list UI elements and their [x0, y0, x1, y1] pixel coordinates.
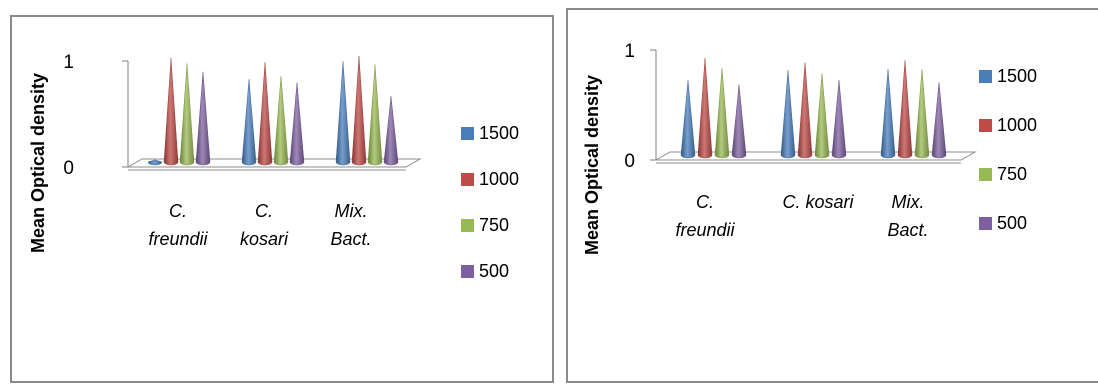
y-tick-label: 1: [624, 41, 635, 62]
x-category-label: Mix.: [892, 192, 925, 212]
bar-750-cat1: [714, 68, 730, 159]
x-category-label: freundii: [675, 220, 735, 240]
bar-750-cat3: [367, 64, 383, 166]
x-category-label: Mix.: [335, 201, 368, 221]
bar-1500-cat1: [147, 159, 163, 166]
bar-500-cat3: [383, 96, 399, 166]
legend-label-750: 750: [997, 164, 1027, 184]
legend-label-750: 750: [479, 215, 509, 235]
legend-label-1000: 1000: [997, 115, 1037, 135]
y-axis-label: Mean Optical density: [28, 73, 48, 253]
legend-swatch-750: [979, 168, 992, 181]
x-category-label: freundii: [148, 229, 208, 249]
x-category-label: Bact.: [330, 229, 371, 249]
chart-panel-left: Mean Optical density 0 1 C. freundii C. kosari…: [10, 15, 554, 383]
legend-label-1500: 1500: [479, 123, 519, 143]
bar-500-cat1: [731, 84, 747, 159]
legend-swatch-1500: [979, 70, 992, 83]
legend-label-1500: 1500: [997, 66, 1037, 86]
bar-1500-cat1: [680, 80, 696, 159]
legend-label-500: 500: [997, 213, 1027, 233]
x-category-label: C.: [696, 192, 714, 212]
bar-1000-cat1: [163, 58, 179, 166]
bar-1500-cat3: [880, 69, 896, 159]
bar-500-cat1: [195, 71, 211, 166]
bar-1000-cat3: [897, 60, 913, 159]
bar-500-cat2: [289, 82, 305, 166]
bar-1500-cat3: [335, 61, 351, 166]
legend-swatch-750: [461, 219, 474, 232]
legend-swatch-1000: [979, 119, 992, 132]
y-tick-label: 1: [63, 52, 74, 73]
y-axis-label: Mean Optical density: [582, 75, 602, 255]
legend-swatch-1500: [461, 127, 474, 140]
chart-panel-right: Mean Optical density 0 1 C. freundii C. kosar…: [566, 8, 1098, 383]
bar-1000-cat1: [697, 58, 713, 159]
x-category-label: C.: [255, 201, 273, 221]
chart-left-svg: Mean Optical density 0 1 C. freundii C. kosari…: [28, 52, 519, 281]
legend-label-1000: 1000: [479, 169, 519, 189]
bar-750-cat2: [814, 73, 830, 159]
bar-1500-cat2: [780, 70, 796, 159]
bar-1000-cat2: [797, 62, 813, 159]
bar-500-cat2: [831, 80, 847, 159]
y-tick-label: 0: [624, 151, 635, 172]
bar-750-cat2: [273, 76, 289, 166]
x-category-label: C. kosari: [782, 192, 854, 212]
bar-750-cat3: [914, 69, 930, 159]
legend-swatch-500: [979, 217, 992, 230]
legend-label-500: 500: [479, 261, 509, 281]
legend-swatch-1000: [461, 173, 474, 186]
bar-1500-cat2: [241, 79, 257, 166]
x-category-label: C.: [169, 201, 187, 221]
x-category-label: Bact.: [887, 220, 928, 240]
bar-750-cat1: [179, 63, 195, 166]
bar-1000-cat3: [351, 55, 367, 166]
y-tick-label: 0: [63, 158, 74, 179]
x-category-label: kosari: [240, 229, 289, 249]
bar-1000-cat2: [257, 62, 273, 166]
chart-right-svg: Mean Optical density 0 1 C. freundii C. kosar…: [582, 41, 1037, 255]
legend-swatch-500: [461, 265, 474, 278]
bar-500-cat3: [931, 82, 947, 159]
